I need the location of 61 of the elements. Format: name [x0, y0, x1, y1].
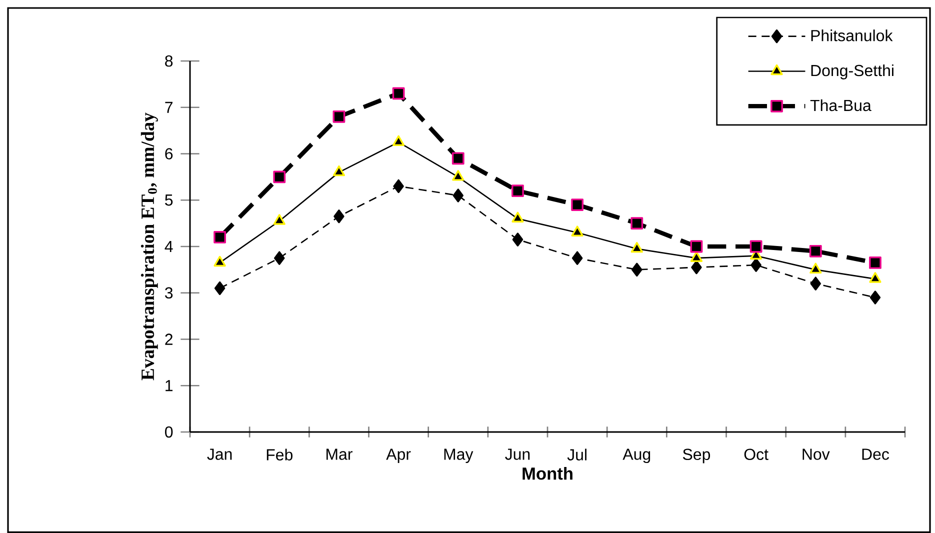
legend-label: Dong-Setthi	[811, 64, 894, 80]
point	[393, 179, 404, 194]
x-tick-label: Mar	[326, 448, 352, 460]
y-tick-label: 3	[165, 287, 173, 299]
x-tick-label: Jan	[207, 448, 232, 460]
point	[512, 232, 524, 246]
point	[630, 217, 644, 230]
point	[810, 276, 822, 290]
legend-label: Tha-Bua	[810, 99, 872, 112]
x-tick-label: Apr	[386, 448, 411, 464]
point	[870, 290, 881, 304]
y-axis-title: Evapotranspiration ET$_{0}$, mm/day	[140, 112, 158, 380]
legend-label: Phitsanulok	[811, 30, 893, 42]
point	[332, 110, 346, 123]
point	[392, 135, 405, 146]
point	[630, 242, 643, 253]
x-tick-label: Jul	[567, 448, 586, 460]
x-tick-label: Feb	[266, 448, 292, 460]
point	[750, 240, 762, 253]
point	[214, 281, 226, 296]
point	[809, 244, 822, 258]
point	[273, 170, 286, 184]
point	[750, 258, 762, 272]
point	[869, 256, 882, 269]
point	[214, 231, 226, 244]
y-tick-label: 8	[165, 55, 173, 67]
x-tick-label: Aug	[622, 448, 650, 464]
point	[869, 272, 882, 283]
point	[332, 165, 346, 176]
point	[452, 152, 464, 165]
point	[571, 198, 584, 211]
point	[274, 251, 285, 265]
point	[512, 212, 524, 223]
x-tick-label: Jun	[505, 448, 530, 460]
point	[690, 240, 703, 253]
y-tick-label: 5	[165, 194, 173, 206]
x-axis-title: Month	[522, 467, 572, 480]
x-tick-label: Oct	[744, 448, 768, 460]
x-tick-label: Sep	[682, 448, 710, 464]
y-tick-label: 2	[165, 334, 172, 345]
point	[691, 260, 702, 274]
x-tick-label: Nov	[802, 448, 830, 460]
point	[690, 251, 703, 262]
point	[810, 262, 822, 274]
point	[273, 214, 286, 225]
y-tick-label: 6	[165, 148, 173, 160]
point	[632, 262, 642, 277]
point	[512, 184, 524, 198]
point	[214, 256, 226, 267]
point	[392, 87, 405, 100]
y-tick-label: 7	[165, 102, 172, 113]
y-tick-label: 1	[166, 380, 173, 392]
point	[334, 209, 344, 224]
point	[452, 170, 464, 181]
x-tick-label: Dec	[862, 448, 890, 460]
point	[571, 226, 584, 236]
point	[452, 188, 464, 202]
x-tick-label: May	[444, 448, 474, 464]
point	[572, 251, 583, 265]
y-tick-label: 4	[164, 241, 173, 252]
y-tick-label: 0	[165, 426, 173, 438]
